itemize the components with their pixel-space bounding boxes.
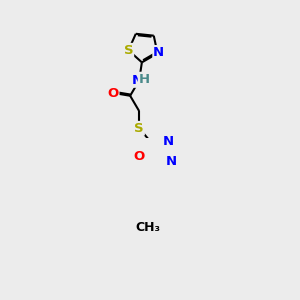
Text: CH₃: CH₃ <box>135 221 160 234</box>
Text: O: O <box>134 150 145 163</box>
Text: N: N <box>166 155 177 168</box>
Text: N: N <box>132 74 143 87</box>
Text: H: H <box>139 73 150 86</box>
Text: S: S <box>124 44 133 57</box>
Text: S: S <box>134 122 144 135</box>
Text: N: N <box>153 46 164 59</box>
Text: O: O <box>107 87 118 100</box>
Text: N: N <box>163 135 174 148</box>
